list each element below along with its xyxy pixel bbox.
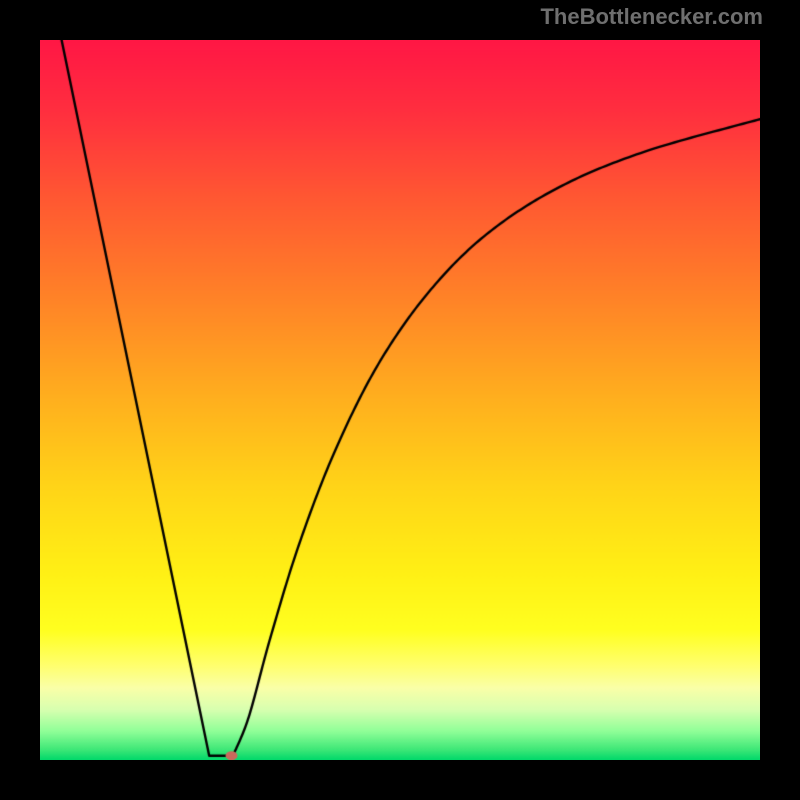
plot-area	[40, 40, 760, 760]
chart-container: TheBottlenecker.com	[0, 0, 800, 800]
watermark-label: TheBottlenecker.com	[540, 4, 763, 30]
bottleneck-curve	[40, 40, 760, 760]
